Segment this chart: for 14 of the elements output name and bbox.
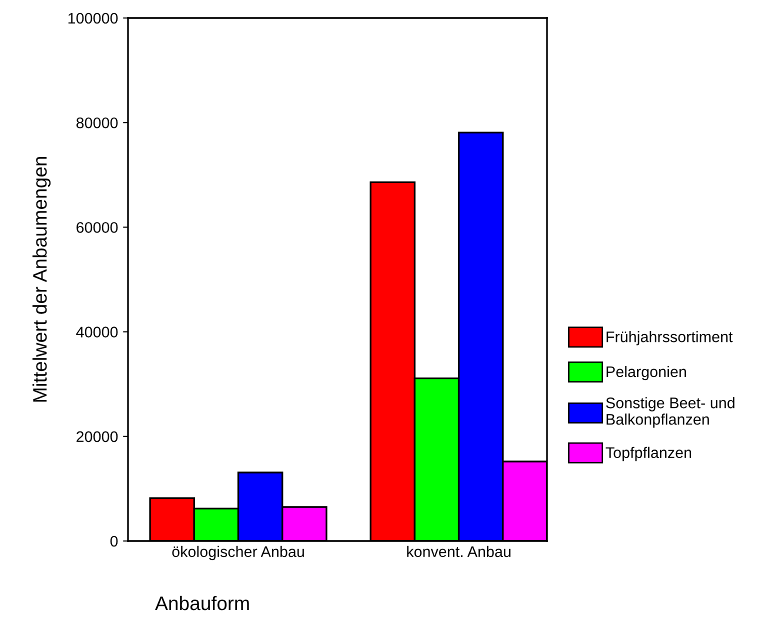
legend-label: Pelargonien: [606, 366, 686, 380]
y-axis-title: Mittelwert der Anbaumengen: [32, 156, 51, 402]
legend-label: Topfpflanzen: [606, 446, 692, 462]
y-tick-label: 20000: [76, 431, 118, 442]
y-tick-label: 60000: [76, 222, 118, 233]
y-tick-label: 0: [110, 536, 118, 547]
x-axis-title: Anbauform: [155, 596, 249, 610]
y-tick-label: 80000: [76, 117, 118, 128]
legend-label: Sonstige Beet- und Balkonpflanzen: [606, 397, 734, 428]
y-tick-label: 40000: [76, 326, 118, 338]
legend-label: Frühjahrssortiment: [606, 331, 733, 346]
x-tick-label: ökologischer Anbau: [172, 546, 304, 560]
x-tick-label: konvent. Anbau: [407, 546, 510, 558]
y-tick-label: 100000: [68, 12, 118, 24]
